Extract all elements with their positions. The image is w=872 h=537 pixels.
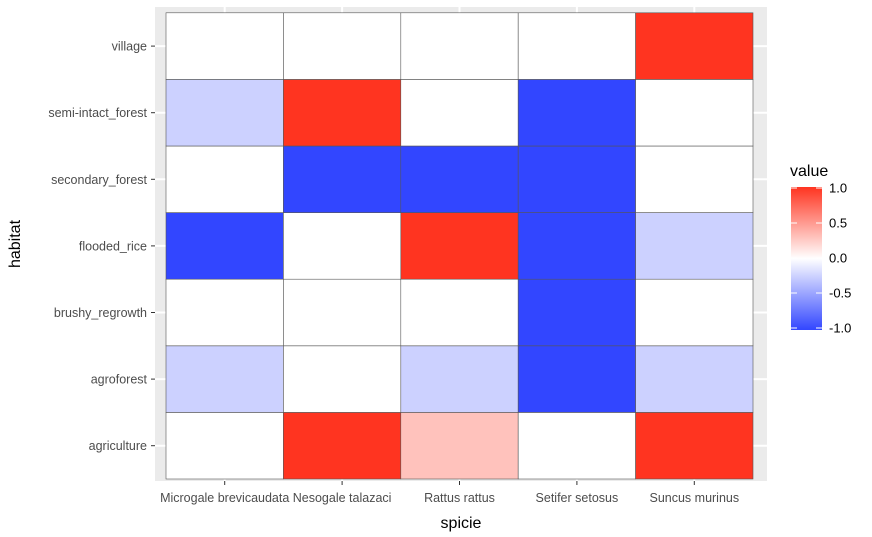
legend-tick-label: 1.0 [829, 181, 847, 196]
heatmap-cell [283, 278, 402, 347]
heatmap-cell [283, 412, 402, 480]
heatmap-cell [400, 79, 519, 147]
heatmap-cell [635, 345, 754, 413]
legend-tick-label: 0.5 [829, 216, 847, 231]
heatmap-cell [165, 212, 284, 280]
heatmap-cell [283, 345, 402, 413]
y-tick-label: brushy_regrowth [54, 306, 147, 320]
heatmap-cell [165, 12, 284, 80]
heatmap-cell [165, 79, 284, 147]
x-tick-label: Microgale brevicaudata [160, 491, 289, 505]
x-tick-label: Suncus murinus [649, 491, 739, 505]
heatmap-cell [635, 79, 754, 147]
heatmap-cell [635, 145, 754, 213]
y-axis: agriculture agroforest brushy_regrowth floo… [48, 40, 155, 453]
legend: value 1.0 0.5 0.0 -0.5 -1.0 [790, 163, 851, 336]
heatmap-cell [635, 12, 754, 80]
y-tick-label: secondary_forest [51, 173, 147, 187]
heatmap-cell [517, 12, 636, 80]
x-axis-title: spicie [441, 515, 482, 532]
legend-tick-label: -1.0 [829, 321, 851, 336]
y-tick-label: flooded_rice [79, 239, 147, 253]
legend-title: value [790, 163, 828, 180]
heatmap-cell [635, 412, 754, 480]
x-tick-label: Setifer setosus [536, 491, 619, 505]
x-tick-label: Nesogale talazaci [293, 491, 392, 505]
heatmap-cell [165, 345, 284, 413]
heatmap-cell [283, 145, 402, 213]
heatmap-cell [165, 278, 284, 347]
heatmap-cell [517, 412, 636, 480]
legend-tick-label: -0.5 [829, 286, 851, 301]
heatmap-cell [635, 278, 754, 347]
heatmap-cell [400, 278, 519, 347]
heatmap-cell [283, 212, 402, 280]
y-tick-label: semi-intact_forest [48, 106, 147, 120]
legend-tick-label: 0.0 [829, 251, 847, 266]
y-tick-label: agroforest [91, 373, 148, 387]
heatmap-cell [517, 79, 636, 147]
y-axis-title: habitat [7, 219, 24, 268]
heatmap-cell [400, 345, 519, 413]
y-tick-label: village [112, 40, 147, 54]
heatmap-cell [517, 345, 636, 413]
x-tick-label: Rattus rattus [424, 491, 495, 505]
heatmap-cell [400, 212, 519, 280]
heatmap-cell [400, 12, 519, 80]
x-axis: Microgale brevicaudata Nesogale talazaci R… [160, 481, 739, 505]
heatmap-cells [165, 12, 754, 480]
heatmap-cell [283, 12, 402, 80]
heatmap-cell [165, 412, 284, 480]
heatmap-cell [400, 412, 519, 480]
heatmap-cell [283, 79, 402, 147]
heatmap-cell [165, 145, 284, 213]
heatmap-cell [517, 145, 636, 213]
y-tick-label: agriculture [89, 439, 147, 453]
heatmap-cell [517, 212, 636, 280]
heatmap-cell [517, 278, 636, 347]
heatmap-cell [400, 145, 519, 213]
heatmap-cell [635, 212, 754, 280]
